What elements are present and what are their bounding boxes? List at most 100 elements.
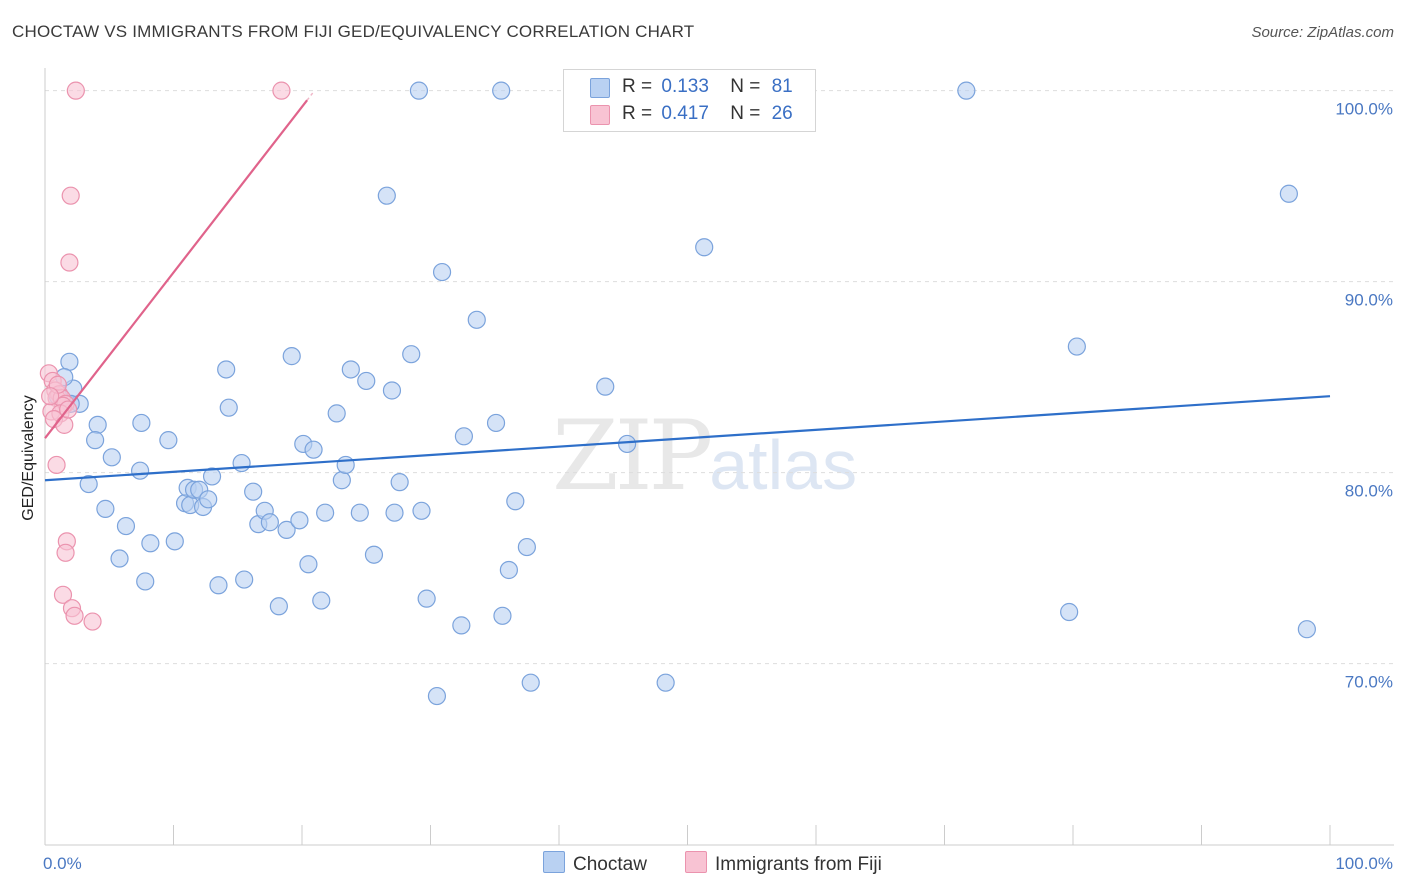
choctaw-point xyxy=(1279,184,1298,203)
choctaw-point xyxy=(656,673,675,692)
bottom-legend-label-fiji: Immigrants from Fiji xyxy=(715,854,882,875)
choctaw-point xyxy=(596,377,615,396)
choctaw-point xyxy=(377,186,396,205)
choctaw-point xyxy=(409,81,429,100)
choctaw-point xyxy=(316,503,335,522)
choctaw-point xyxy=(277,520,296,539)
choctaw-point xyxy=(467,310,486,329)
fiji-points xyxy=(39,81,291,631)
choctaw-trend-line xyxy=(44,395,1331,482)
choctaw-point xyxy=(341,360,360,379)
choctaw-point xyxy=(332,471,351,490)
watermark-zip: ZIP xyxy=(552,400,713,512)
choctaw-point xyxy=(165,532,184,551)
choctaw-point xyxy=(260,513,279,532)
axes xyxy=(44,68,1394,846)
choctaw-point xyxy=(209,576,228,595)
legend-text-fiji: R = 0.417 N = 26 xyxy=(622,101,793,127)
choctaw-points xyxy=(48,81,1316,706)
choctaw-point xyxy=(618,434,637,454)
y-tick-label: 90.0% xyxy=(1345,291,1393,310)
choctaw-point xyxy=(312,591,331,610)
choctaw-point xyxy=(130,461,150,480)
choctaw-point xyxy=(116,516,136,536)
trend-lines xyxy=(44,91,1331,482)
choctaw-point xyxy=(1060,602,1079,622)
choctaw-point xyxy=(282,347,301,366)
fiji-point xyxy=(83,612,102,631)
choctaw-point xyxy=(417,589,436,608)
fiji-point xyxy=(60,253,79,272)
bottom-legend-swatch-choctaw xyxy=(543,851,565,873)
choctaw-point xyxy=(957,81,976,100)
fiji-point xyxy=(41,387,60,406)
choctaw-point xyxy=(79,474,98,494)
source-label: Source: ZipAtlas.com xyxy=(1251,24,1394,41)
choctaw-point xyxy=(499,560,518,580)
choctaw-point xyxy=(199,490,218,509)
choctaw-point xyxy=(86,431,105,450)
bottom-legend-fiji: Immigrants from Fiji xyxy=(685,851,882,876)
fiji-trend-line xyxy=(44,99,309,439)
chart-title: CHOCTAW VS IMMIGRANTS FROM FIJI GED/EQUI… xyxy=(12,22,695,41)
tick-labels: 100.0% 90.0% 80.0% 70.0% 0.0% 100.0% xyxy=(43,100,1393,873)
watermark: ZIPatlas xyxy=(552,400,857,512)
x-tick-label: 0.0% xyxy=(43,854,82,873)
choctaw-point xyxy=(244,482,263,501)
bottom-legend-swatch-fiji xyxy=(685,851,707,873)
choctaw-point xyxy=(506,492,525,511)
legend-r-label: R = xyxy=(622,103,653,124)
choctaw-point xyxy=(304,440,323,459)
choctaw-point xyxy=(202,467,222,486)
x-tick-label: 100.0% xyxy=(1335,854,1393,873)
choctaw-point xyxy=(695,238,714,257)
choctaw-point xyxy=(235,570,254,589)
choctaw-point xyxy=(232,453,251,473)
choctaw-point xyxy=(452,616,471,635)
choctaw-point xyxy=(385,503,404,522)
choctaw-point xyxy=(350,503,369,522)
legend-swatch-fiji xyxy=(590,105,610,125)
watermark-atlas: atlas xyxy=(709,426,858,504)
y-tick-label: 80.0% xyxy=(1345,482,1393,501)
bottom-legend-choctaw: Choctaw xyxy=(543,851,647,876)
y-tick-label: 70.0% xyxy=(1345,673,1393,692)
fiji-point xyxy=(56,543,75,562)
choctaw-point xyxy=(364,545,384,564)
fiji-point xyxy=(55,415,74,434)
legend-n-value: 81 xyxy=(771,76,793,97)
choctaw-point xyxy=(96,499,115,518)
choctaw-point xyxy=(132,413,151,433)
fiji-point xyxy=(61,186,80,205)
choctaw-point xyxy=(492,81,511,100)
choctaw-point xyxy=(521,673,540,692)
choctaw-point xyxy=(517,537,536,557)
legend-swatch-choctaw xyxy=(590,78,610,98)
choctaw-point xyxy=(299,555,318,574)
choctaw-point xyxy=(432,262,452,282)
choctaw-point xyxy=(357,371,376,391)
fiji-trend-extension xyxy=(306,91,315,101)
choctaw-point xyxy=(102,448,121,467)
legend-n-value: 26 xyxy=(771,103,793,124)
legend-n-label: N = xyxy=(730,103,761,124)
y-tick-label: 100.0% xyxy=(1335,100,1393,119)
legend-r-label: R = xyxy=(622,76,653,97)
choctaw-point xyxy=(382,381,402,400)
choctaw-point xyxy=(427,686,447,706)
fiji-point xyxy=(66,81,85,100)
choctaw-point xyxy=(290,511,309,530)
choctaw-point xyxy=(402,345,421,364)
choctaw-point xyxy=(141,534,160,553)
legend-r-value: 0.417 xyxy=(661,103,709,124)
choctaw-point xyxy=(336,455,355,475)
fiji-point xyxy=(47,455,66,475)
choctaw-point xyxy=(60,352,79,371)
choctaw-point xyxy=(136,572,155,591)
y-axis-label: GED/Equivalency xyxy=(20,395,37,520)
choctaw-point xyxy=(1297,620,1316,639)
correlation-legend: R = 0.133 N = 81 R = 0.417 N = 26 xyxy=(563,69,816,132)
choctaw-point xyxy=(1067,337,1086,356)
choctaw-point xyxy=(486,413,506,433)
